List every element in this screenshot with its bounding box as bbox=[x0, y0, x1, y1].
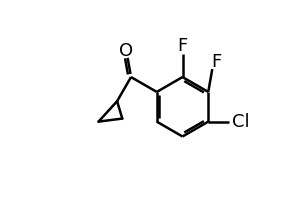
Text: F: F bbox=[177, 37, 188, 55]
Text: F: F bbox=[211, 53, 221, 71]
Text: Cl: Cl bbox=[232, 113, 250, 131]
Text: O: O bbox=[119, 42, 134, 61]
